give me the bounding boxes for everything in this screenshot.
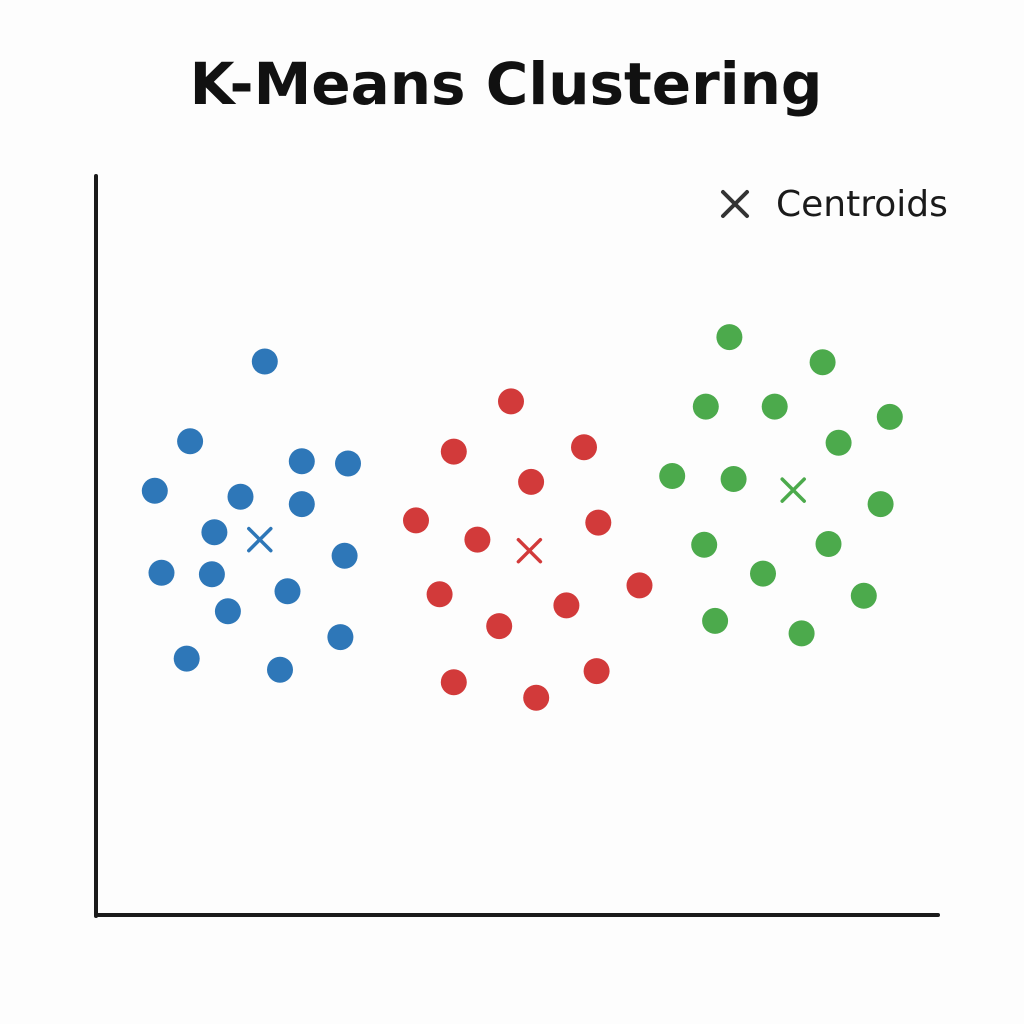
data-point-cluster-3-2	[809, 349, 836, 376]
data-point-cluster-1-13	[331, 542, 358, 569]
data-point-cluster-1-9	[198, 561, 225, 588]
data-point-cluster-1-2	[177, 428, 204, 455]
data-point-cluster-2-13	[523, 684, 550, 711]
data-point-cluster-2-1	[498, 388, 524, 415]
data-point-cluster-1-16	[267, 656, 293, 683]
data-point-cluster-2-9	[553, 592, 580, 619]
data-point-cluster-2-12	[440, 669, 467, 696]
data-point-cluster-3-15	[788, 620, 815, 647]
centroid-marker-cluster-1	[247, 526, 273, 553]
centroid-markers	[247, 477, 806, 564]
data-point-cluster-1-15	[173, 645, 200, 672]
legend: Centroids	[718, 182, 948, 226]
legend-label-centroids: Centroids	[776, 183, 948, 225]
data-point-cluster-1-10	[148, 559, 175, 586]
data-point-cluster-3-10	[691, 531, 718, 558]
data-point-cluster-1-3	[227, 483, 254, 510]
data-point-cluster-2-7	[585, 509, 612, 536]
data-point-cluster-2-3	[571, 434, 597, 461]
data-point-cluster-2-5	[403, 507, 429, 534]
data-point-cluster-2-11	[626, 572, 653, 599]
data-point-cluster-3-6	[825, 429, 852, 456]
data-point-cluster-1-7	[288, 491, 315, 518]
data-point-cluster-2-2	[440, 438, 467, 465]
data-point-cluster-1-6	[201, 519, 228, 546]
data-point-cluster-3-13	[850, 582, 877, 609]
data-point-cluster-2-8	[426, 581, 453, 608]
data-point-cluster-3-11	[815, 531, 842, 557]
data-point-cluster-2-4	[518, 468, 545, 495]
data-point-cluster-2-10	[486, 613, 513, 640]
data-point-cluster-1-11	[274, 578, 301, 605]
data-point-cluster-1-5	[141, 477, 168, 504]
data-point-cluster-1-12	[214, 598, 241, 625]
data-point-cluster-3-7	[659, 463, 686, 489]
data-point-cluster-3-12	[750, 560, 776, 587]
data-point-cluster-1-8	[335, 450, 361, 477]
data-point-cluster-3-1	[716, 324, 743, 351]
data-point-cluster-3-4	[761, 393, 788, 420]
data-point-cluster-1-1	[251, 348, 278, 375]
x-marker-icon	[721, 190, 749, 218]
data-point-cluster-2-14	[583, 658, 610, 685]
data-points	[141, 324, 903, 711]
data-point-cluster-1-4	[288, 448, 315, 475]
centroid-marker-cluster-2	[516, 537, 543, 564]
data-point-cluster-2-6	[464, 526, 491, 553]
data-point-cluster-3-14	[702, 607, 729, 634]
centroid-marker-cluster-3	[780, 477, 806, 503]
data-point-cluster-3-5	[876, 403, 903, 430]
data-point-cluster-3-3	[692, 393, 719, 420]
chart-title: K-Means Clustering	[189, 50, 823, 118]
data-point-cluster-3-8	[720, 466, 747, 492]
data-point-cluster-1-14	[327, 624, 354, 651]
data-point-cluster-3-9	[867, 491, 894, 518]
